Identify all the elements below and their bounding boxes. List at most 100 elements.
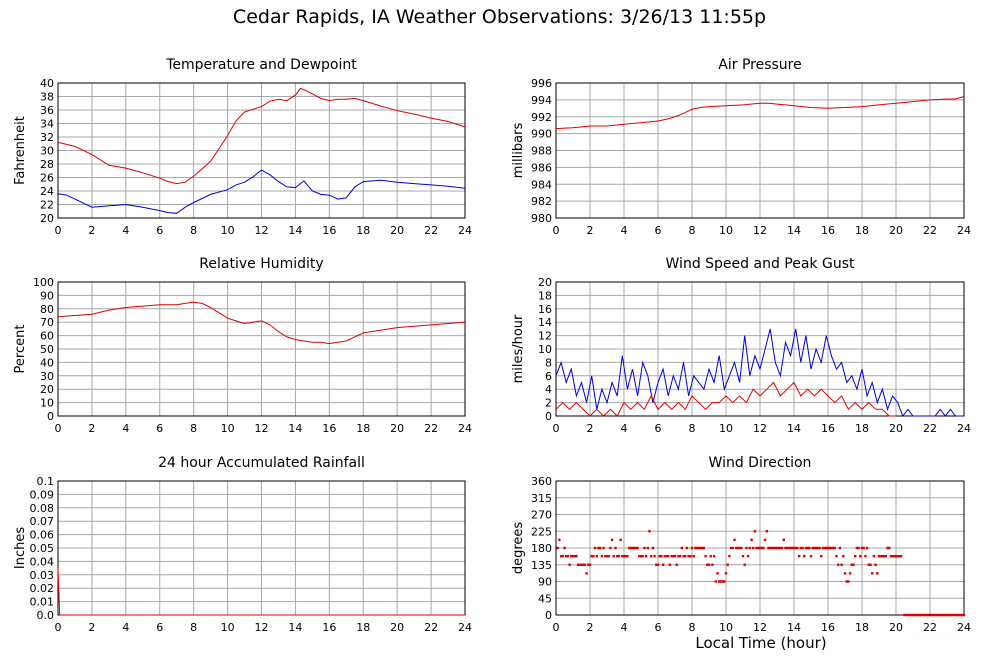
wind-direction-point (716, 572, 719, 575)
wind-direction-point (779, 546, 782, 550)
wind-speed-gust-series-line-1 (555, 328, 964, 418)
wind-direction-point (609, 546, 612, 550)
wind-direction-point (687, 554, 690, 558)
wind-direction-point (886, 546, 889, 550)
wind-direction-point (682, 554, 685, 558)
wind-direction-point (699, 546, 702, 550)
wind-direction-y-tick-label: 315 (531, 492, 552, 505)
wind-direction-point (575, 554, 578, 558)
wind-direction-point (908, 613, 911, 617)
air-pressure-y-tick-label: 996 (531, 77, 552, 90)
temperature-dewpoint-y-tick-label: 32 (40, 131, 54, 144)
wind-direction-point (796, 546, 799, 550)
wind-direction-point (585, 572, 588, 575)
wind-direction-point (823, 546, 826, 550)
wind-direction-point (825, 546, 828, 550)
wind-direction-point (818, 546, 821, 550)
wind-direction-point (961, 613, 964, 617)
accumulated-rainfall-y-tick-label: 0.04 (30, 555, 55, 568)
wind-direction-point (638, 554, 641, 558)
wind-direction-point (957, 613, 961, 617)
wind-direction-point (627, 546, 631, 550)
wind-direction-point (843, 572, 847, 575)
accumulated-rainfall-y-tick-label: 0.09 (30, 488, 55, 501)
wind-direction-point (633, 546, 636, 550)
temperature-dewpoint-series-line-2 (57, 169, 466, 214)
air-pressure-y-tick-label: 982 (531, 195, 552, 208)
air-pressure-series-line-1 (555, 96, 965, 130)
wind-direction-point (653, 554, 656, 558)
wind-direction-point (806, 546, 809, 550)
wind-direction-point (848, 572, 852, 575)
relative-humidity-x-tick-label: 10 (221, 422, 235, 435)
wind-direction-point (670, 554, 673, 558)
wind-direction-point (573, 554, 576, 558)
wind-direction-point (804, 546, 808, 550)
wind-direction-point (743, 563, 746, 566)
wind-direction-point (588, 563, 592, 566)
wind-direction-point (925, 613, 928, 617)
wind-direction-point (884, 554, 887, 558)
wind-direction-point (741, 554, 745, 558)
wind-direction-point (646, 546, 649, 550)
wind-direction-point (780, 546, 784, 550)
wind-direction-x-tick-label: 2 (587, 621, 594, 634)
relative-humidity-x-tick-label: 8 (190, 422, 197, 435)
wind-direction-x-tick-label: 20 (889, 621, 903, 634)
wind-direction-point (663, 554, 666, 558)
air-pressure-x-tick-label: 24 (957, 224, 971, 237)
relative-humidity-y-axis-label: Percent (13, 325, 28, 374)
temperature-dewpoint-y-tick-label: 30 (40, 145, 54, 158)
wind-speed-gust-y-tick-label: 8 (545, 356, 552, 369)
wind-direction-point (857, 546, 860, 550)
wind-direction-point (765, 530, 768, 533)
wind-direction-point (580, 563, 583, 566)
wind-direction-point (945, 613, 949, 617)
wind-direction-point (616, 554, 619, 558)
air-pressure-x-tick-label: 14 (787, 224, 801, 237)
wind-direction-point (816, 546, 819, 550)
wind-direction-point (826, 546, 830, 550)
wind-direction-point (862, 546, 865, 550)
wind-direction-point (672, 554, 675, 558)
wind-direction-point (629, 546, 632, 550)
wind-direction-point (655, 563, 658, 566)
air-pressure-x-tick-label: 16 (821, 224, 835, 237)
accumulated-rainfall-y-tick-label: 0.1 (37, 475, 55, 488)
wind-direction-point (738, 546, 741, 550)
wind-direction-point (643, 546, 646, 550)
wind-direction-x-tick-label: 14 (787, 621, 801, 634)
wind-direction-point (576, 563, 580, 566)
accumulated-rainfall-x-tick-label: 14 (288, 621, 302, 634)
wind-direction-point (723, 580, 726, 583)
wind-direction-point (898, 554, 901, 558)
wind-direction-plot-frame (555, 480, 965, 616)
wind-direction-point (918, 613, 921, 617)
wind-speed-gust-plot-frame (555, 281, 965, 417)
relative-humidity-y-tick-label: 90 (40, 289, 54, 302)
relative-humidity-y-tick-label: 100 (33, 276, 54, 289)
wind-direction-point (571, 554, 575, 558)
accumulated-rainfall-x-tick-label: 10 (221, 621, 235, 634)
wind-direction-point (626, 554, 629, 558)
wind-direction-point (614, 546, 617, 550)
wind-speed-gust-x-tick-label: 18 (855, 422, 869, 435)
wind-direction-point (932, 613, 935, 617)
wind-direction-point (697, 546, 700, 550)
wind-direction-point (956, 613, 959, 617)
wind-direction-point (893, 554, 896, 558)
wind-direction-point (954, 613, 957, 617)
wind-direction-point (590, 554, 593, 558)
wind-direction-point (568, 563, 571, 566)
wind-speed-gust-chart (555, 281, 965, 418)
air-pressure-y-tick-label: 980 (531, 212, 552, 225)
wind-direction-point (578, 563, 581, 566)
accumulated-rainfall-x-tick-label: 6 (156, 621, 163, 634)
wind-speed-gust-x-tick-label: 14 (787, 422, 801, 435)
wind-direction-point (650, 554, 653, 558)
wind-direction-point (962, 613, 966, 617)
wind-direction-point (607, 554, 610, 558)
wind-direction-point (950, 613, 954, 617)
accumulated-rainfall-y-tick-label: 0.06 (30, 529, 55, 542)
wind-direction-point (809, 554, 813, 558)
